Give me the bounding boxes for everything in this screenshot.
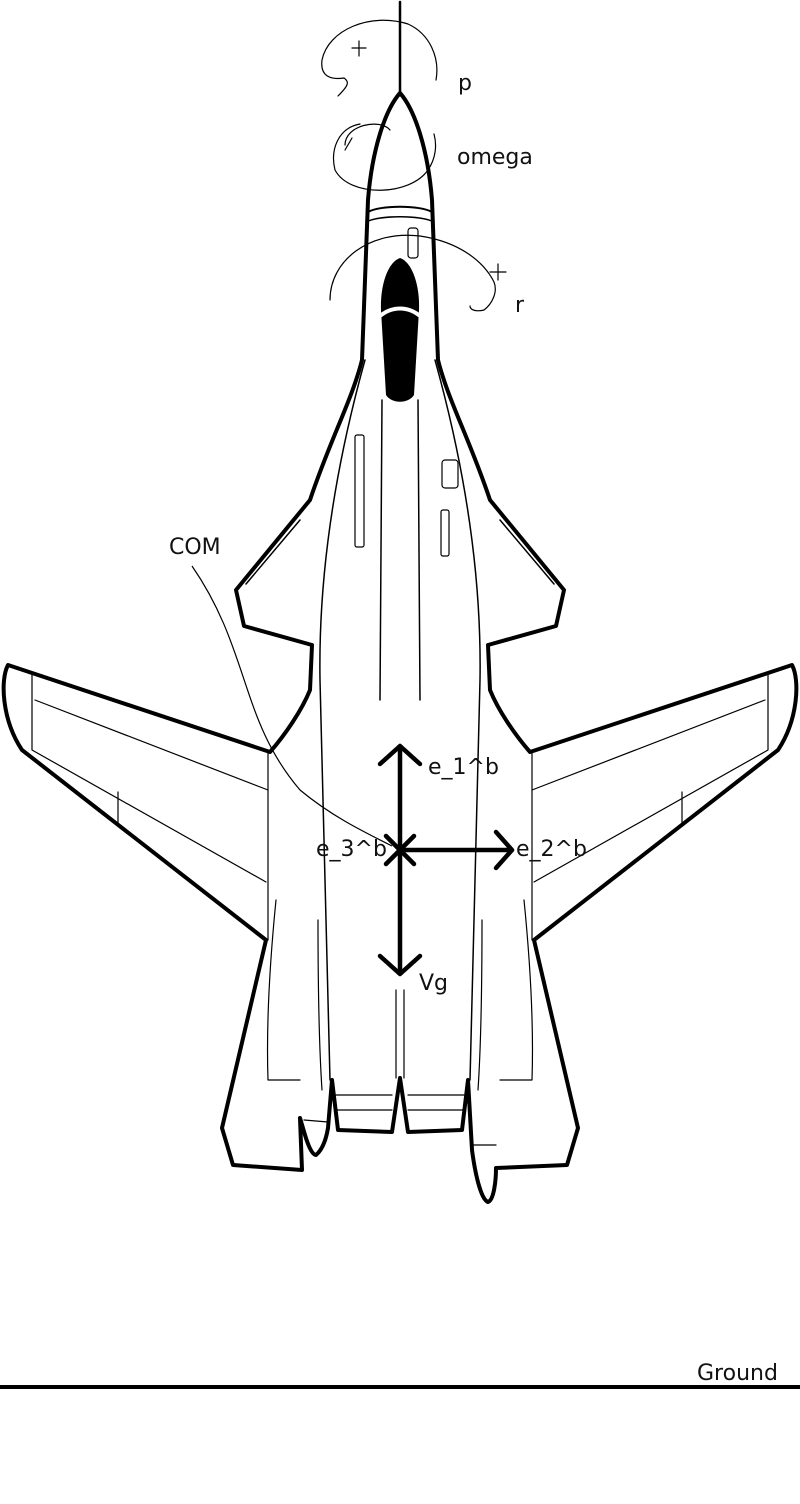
pitot-panel [407,227,419,259]
nacelle-left [266,899,301,1081]
rotation-arcs [321,19,507,312]
canopy-bow [378,306,422,318]
fuselage-outline [1,91,799,1204]
ventral-fin-left [317,919,323,1091]
p-rotation-arc-icon [321,19,438,97]
ventral-fin-right [477,919,483,1091]
e1-label: e_1^b [428,755,499,780]
ground-label: Ground [697,1361,778,1386]
com-leader-line [191,565,393,847]
body-line-right [434,359,481,1081]
vg-label: Vg [419,971,448,996]
panel-right-small [441,459,459,489]
e2-label: e_2^b [516,837,587,862]
omega-hook-icon [344,137,353,151]
tail-center-line [395,989,405,1079]
canopy-frame [367,205,433,213]
wing-left-line [34,699,269,791]
vg-arrowhead-icon [377,953,423,977]
spine-right [417,399,421,701]
aircraft-outline [1,0,799,1204]
body-line-left [319,359,366,1081]
p-label: p [458,71,472,96]
r-label: r [515,293,525,318]
panel-right-long [440,509,450,557]
p-plus-icon [351,40,367,57]
wing-right-leading-line [533,671,769,883]
tail-left-inner [303,1119,329,1123]
e1-arrowhead-icon [377,743,423,767]
wing-left-leading-line [31,671,267,883]
nozzle-right-lines [407,1094,465,1111]
r-plus-icon [489,263,507,281]
spine-left [379,399,383,701]
e3-label: e_3^b [316,837,387,862]
canopy-frame-2 [365,216,435,223]
nozzle-left-lines [335,1094,393,1111]
panel-left [354,434,365,548]
com-label: COM [169,535,221,560]
canard-left-inner [245,519,301,585]
cockpit-canopy [380,258,420,402]
omega-label: omega [457,145,533,170]
canard-right-inner [499,519,555,585]
wing-right-line [531,699,766,791]
omega-rotation-arc-icon [333,123,437,191]
nacelle-right [499,899,534,1081]
r-rotation-arc-icon [329,234,496,312]
body-axes [377,743,515,977]
e2-arrowhead-icon [493,829,515,871]
